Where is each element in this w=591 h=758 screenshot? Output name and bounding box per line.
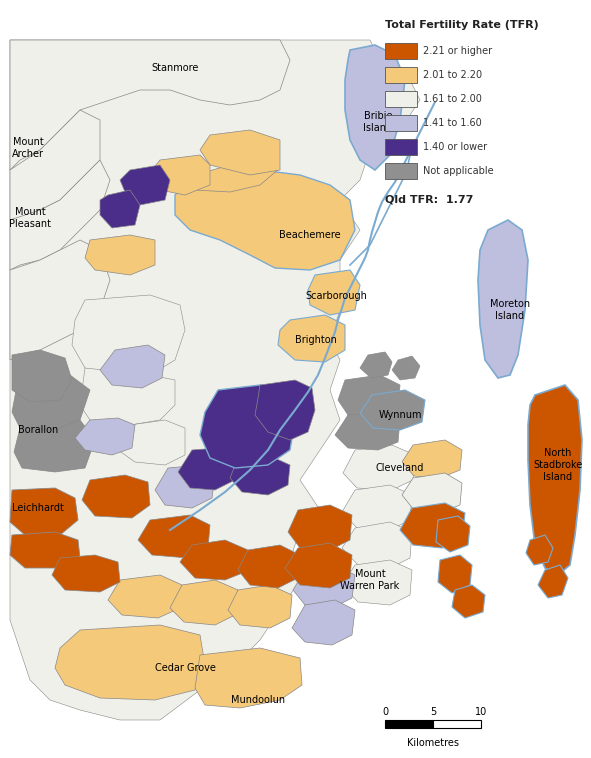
Text: Mount
Pleasant: Mount Pleasant bbox=[9, 207, 51, 229]
Text: 0: 0 bbox=[382, 707, 388, 717]
Text: 1.40 or lower: 1.40 or lower bbox=[423, 142, 487, 152]
Text: North
Stadbroke
Island: North Stadbroke Island bbox=[533, 449, 583, 481]
Text: 2.01 to 2.20: 2.01 to 2.20 bbox=[423, 70, 482, 80]
Polygon shape bbox=[14, 420, 95, 472]
Text: 1.41 to 1.60: 1.41 to 1.60 bbox=[423, 118, 482, 128]
Polygon shape bbox=[288, 505, 352, 550]
Polygon shape bbox=[10, 40, 420, 720]
Polygon shape bbox=[10, 532, 80, 568]
Polygon shape bbox=[292, 600, 355, 645]
Text: Beachemere: Beachemere bbox=[279, 230, 341, 240]
Bar bbox=[385, 163, 417, 179]
Text: 10: 10 bbox=[475, 707, 487, 717]
Polygon shape bbox=[478, 220, 528, 378]
Polygon shape bbox=[402, 440, 462, 478]
Polygon shape bbox=[255, 380, 315, 440]
Text: Leichhardt: Leichhardt bbox=[12, 503, 64, 513]
Polygon shape bbox=[82, 475, 150, 518]
Text: Total Fertility Rate (TFR): Total Fertility Rate (TFR) bbox=[385, 20, 539, 30]
Bar bbox=[433, 720, 481, 728]
Polygon shape bbox=[342, 522, 412, 568]
Polygon shape bbox=[538, 565, 568, 598]
Polygon shape bbox=[528, 385, 582, 575]
Polygon shape bbox=[200, 130, 280, 175]
Polygon shape bbox=[278, 315, 345, 362]
Polygon shape bbox=[118, 420, 185, 465]
Text: Not applicable: Not applicable bbox=[423, 166, 493, 176]
Polygon shape bbox=[52, 555, 120, 592]
Text: Cedar Grove: Cedar Grove bbox=[155, 663, 216, 673]
Bar bbox=[385, 91, 417, 107]
Bar bbox=[385, 115, 417, 131]
Polygon shape bbox=[342, 560, 412, 605]
Polygon shape bbox=[148, 155, 210, 195]
Bar bbox=[385, 67, 417, 83]
Polygon shape bbox=[228, 585, 292, 628]
Polygon shape bbox=[10, 240, 110, 360]
Polygon shape bbox=[10, 110, 100, 220]
Text: Cleveland: Cleveland bbox=[376, 463, 424, 473]
Polygon shape bbox=[100, 190, 140, 228]
Text: Brighton: Brighton bbox=[295, 335, 337, 345]
Text: Borallon: Borallon bbox=[18, 425, 58, 435]
Polygon shape bbox=[138, 515, 210, 558]
Polygon shape bbox=[343, 445, 415, 490]
Polygon shape bbox=[285, 543, 352, 588]
Text: 1.61 to 2.00: 1.61 to 2.00 bbox=[423, 94, 482, 104]
Polygon shape bbox=[55, 625, 205, 700]
Polygon shape bbox=[108, 575, 182, 618]
Polygon shape bbox=[526, 535, 553, 565]
Bar bbox=[385, 139, 417, 155]
Polygon shape bbox=[80, 368, 175, 425]
Polygon shape bbox=[338, 375, 400, 418]
Polygon shape bbox=[238, 545, 300, 588]
Polygon shape bbox=[195, 160, 280, 192]
Polygon shape bbox=[392, 356, 420, 380]
Polygon shape bbox=[75, 418, 135, 455]
Polygon shape bbox=[195, 648, 302, 708]
Text: Mount
Archer: Mount Archer bbox=[12, 137, 44, 158]
Polygon shape bbox=[436, 516, 470, 552]
Polygon shape bbox=[12, 350, 72, 402]
Polygon shape bbox=[342, 485, 412, 530]
Polygon shape bbox=[360, 352, 392, 378]
Bar bbox=[385, 720, 433, 728]
Text: Mount
Warren Park: Mount Warren Park bbox=[340, 569, 400, 590]
Polygon shape bbox=[452, 585, 485, 618]
Polygon shape bbox=[200, 385, 295, 468]
Polygon shape bbox=[10, 40, 290, 170]
Text: Moreton
Island: Moreton Island bbox=[490, 299, 530, 321]
Text: Wynnum: Wynnum bbox=[378, 410, 422, 420]
Text: Bribie
Island: Bribie Island bbox=[363, 111, 392, 133]
Text: Kilometres: Kilometres bbox=[407, 738, 459, 748]
Text: 5: 5 bbox=[430, 707, 436, 717]
Text: 2.21 or higher: 2.21 or higher bbox=[423, 46, 492, 56]
Text: Stanmore: Stanmore bbox=[151, 63, 199, 73]
Polygon shape bbox=[360, 390, 425, 430]
Text: Mundoolun: Mundoolun bbox=[231, 695, 285, 705]
Polygon shape bbox=[180, 540, 248, 580]
Polygon shape bbox=[293, 565, 355, 608]
Polygon shape bbox=[170, 580, 238, 625]
Polygon shape bbox=[10, 488, 78, 535]
Polygon shape bbox=[12, 375, 90, 430]
Polygon shape bbox=[175, 170, 355, 270]
Polygon shape bbox=[438, 555, 472, 593]
Text: Scarborough: Scarborough bbox=[305, 291, 367, 301]
Polygon shape bbox=[400, 503, 465, 548]
Polygon shape bbox=[10, 160, 110, 270]
Polygon shape bbox=[345, 45, 405, 170]
Polygon shape bbox=[230, 455, 290, 495]
Text: Qld TFR:  1.77: Qld TFR: 1.77 bbox=[385, 195, 473, 205]
Polygon shape bbox=[100, 345, 165, 388]
Polygon shape bbox=[178, 448, 238, 490]
Polygon shape bbox=[335, 412, 400, 450]
Polygon shape bbox=[308, 270, 360, 315]
Polygon shape bbox=[120, 165, 170, 205]
Polygon shape bbox=[155, 465, 215, 508]
Bar bbox=[385, 43, 417, 59]
Polygon shape bbox=[85, 235, 155, 275]
Polygon shape bbox=[72, 295, 185, 378]
Polygon shape bbox=[402, 473, 462, 513]
